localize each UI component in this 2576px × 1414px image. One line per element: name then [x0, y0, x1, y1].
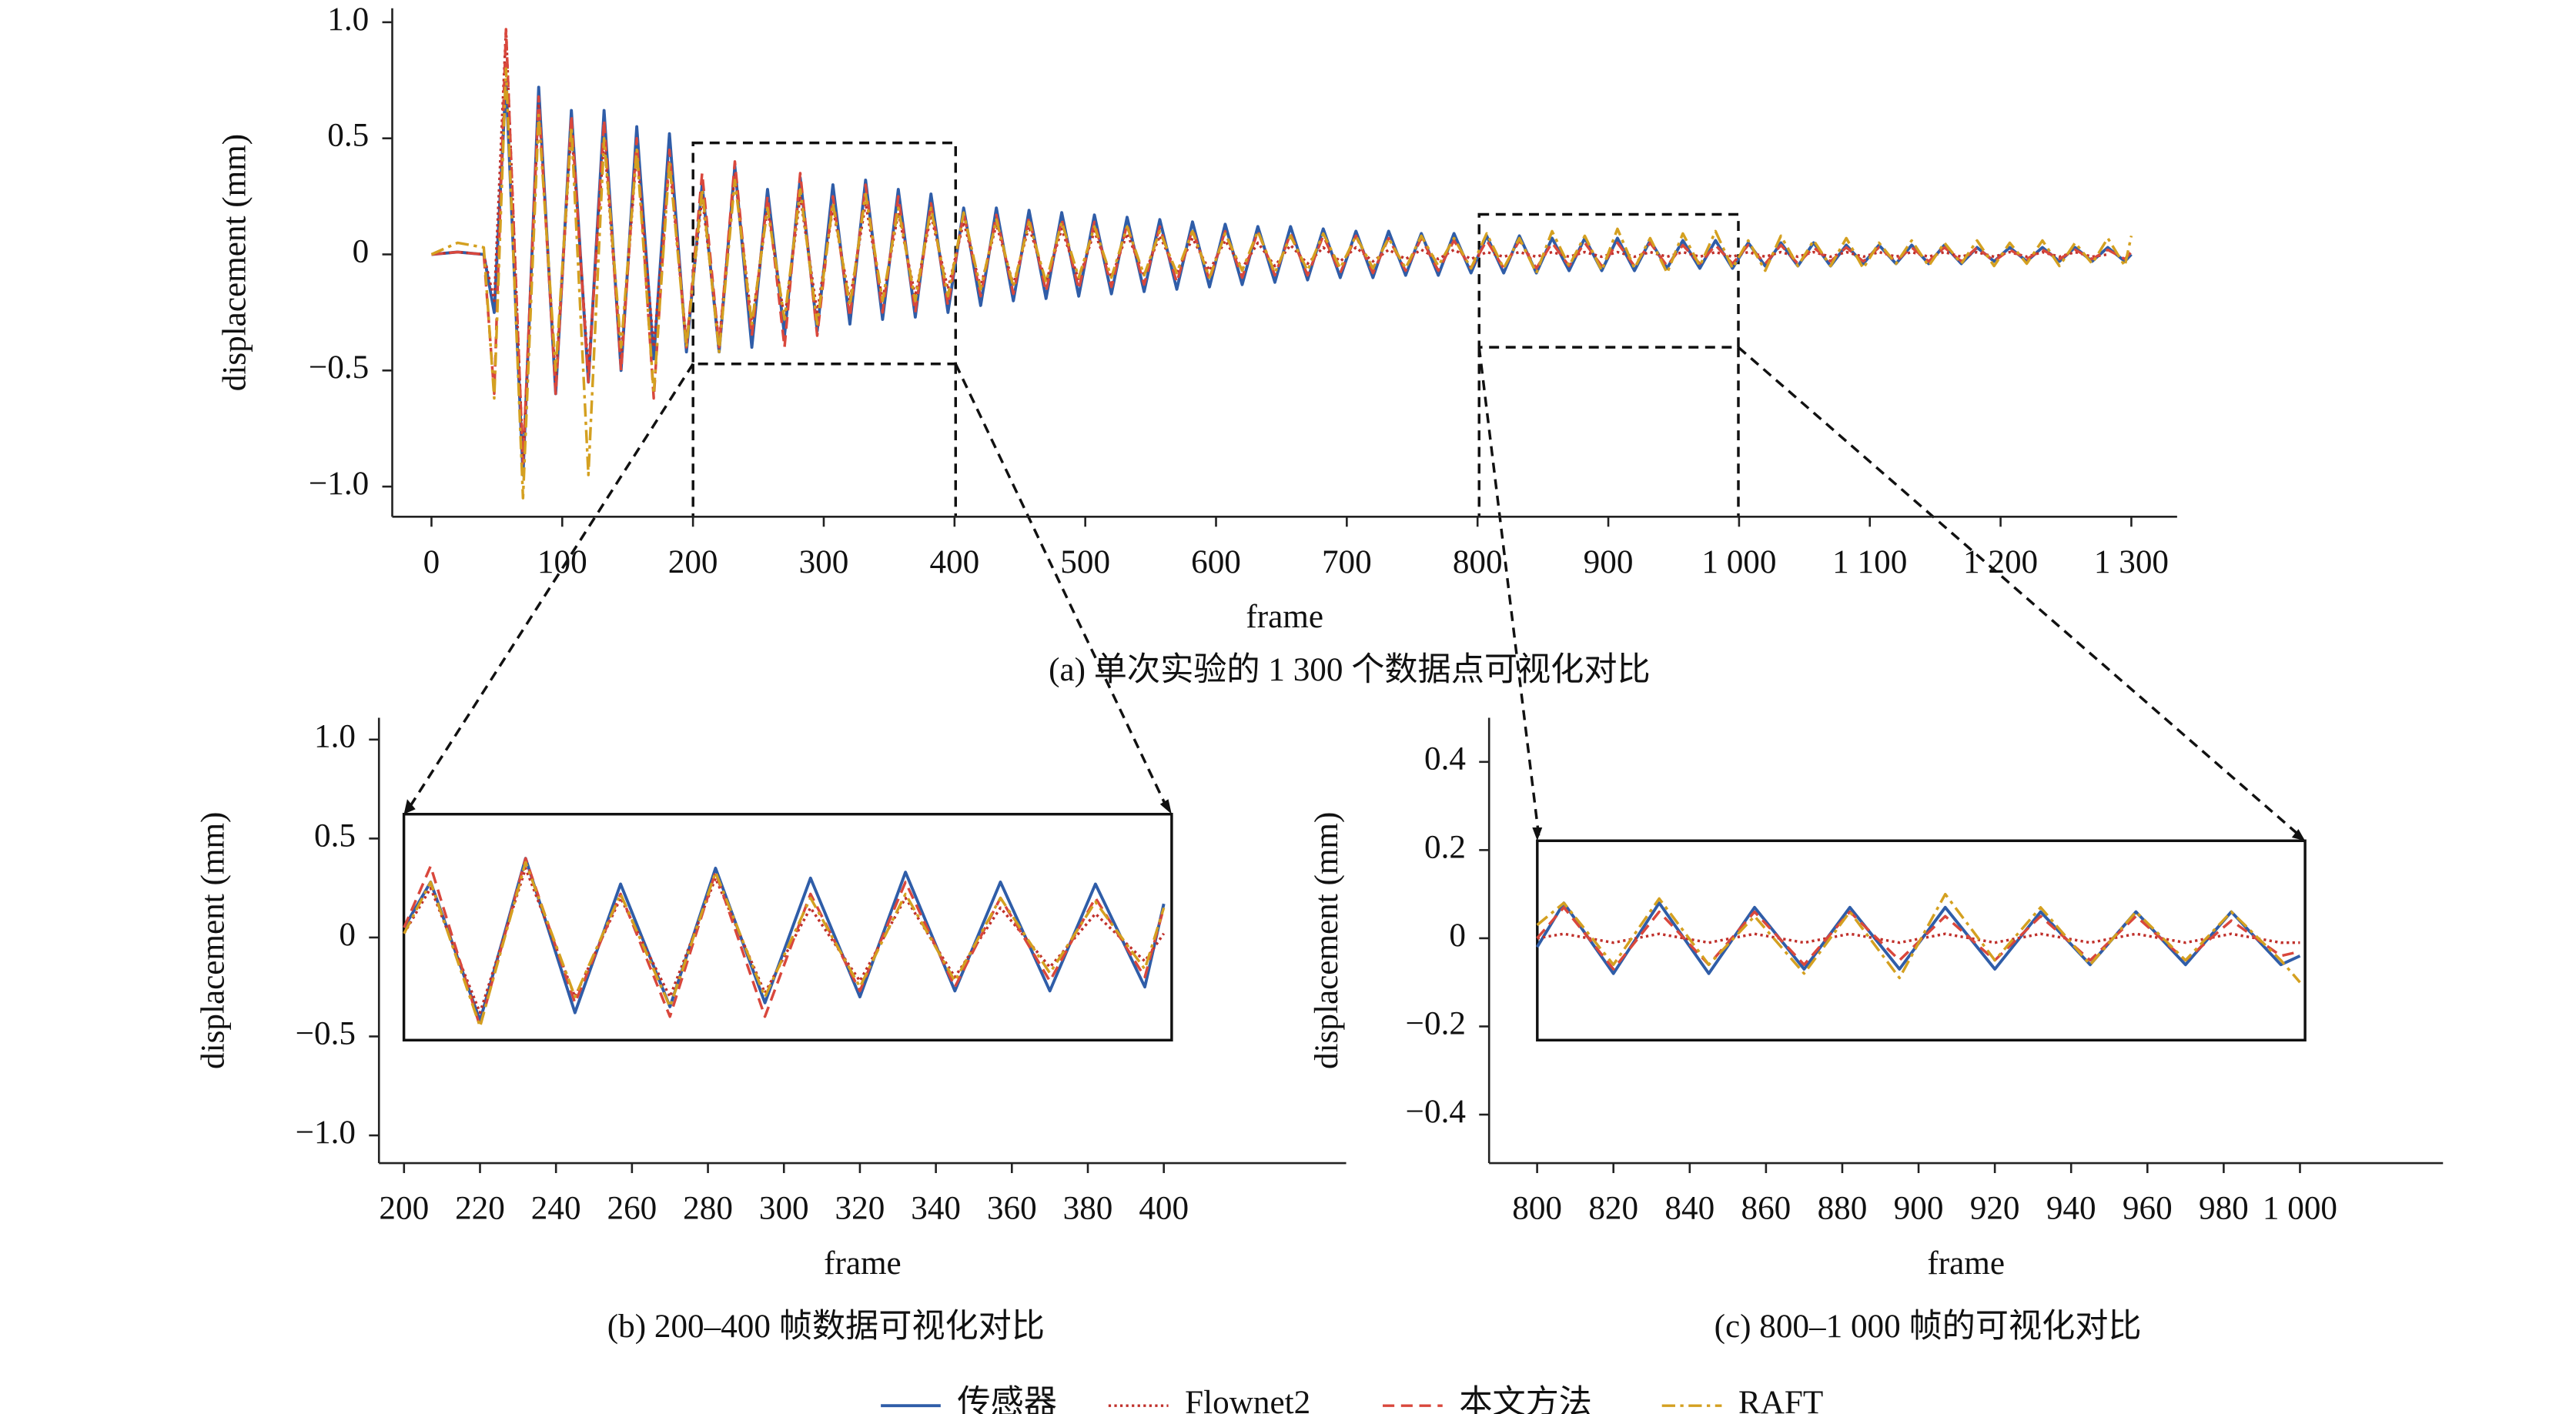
x-tick-label: 320: [835, 1191, 885, 1227]
y-tick-label: −0.4: [1406, 1094, 1466, 1130]
legend: 传感器 Flownet2 本文方法 RAFT: [881, 1384, 1823, 1414]
series-line: [403, 857, 1166, 1028]
x-tick-label: 980: [2199, 1191, 2249, 1227]
series-line: [1536, 892, 2301, 984]
zoom-box: [1477, 212, 1740, 349]
x-tick-label: 380: [1063, 1191, 1113, 1227]
x-tick-label: 0: [423, 544, 440, 580]
x-tick-label: 800: [1512, 1191, 1562, 1227]
caption: (b) 200–400 帧数据可视化对比: [607, 1309, 1045, 1345]
y-tick-label: −0.5: [309, 349, 369, 386]
x-tick-label: 700: [1322, 544, 1372, 580]
y-axis-label: displacement (mm): [196, 812, 232, 1069]
series-line: [431, 79, 2133, 476]
legend-label: RAFT: [1738, 1385, 1823, 1414]
x-tick-label: 500: [1060, 544, 1110, 580]
x-tick-label: 240: [531, 1191, 581, 1227]
caption: (c) 800–1 000 帧的可视化对比: [1715, 1309, 2142, 1345]
y-tick-label: −0.5: [296, 1015, 356, 1051]
y-tick-label: 0: [353, 233, 370, 269]
y-tick-label: 1.0: [314, 719, 356, 755]
y-tick-label: 0.2: [1424, 829, 1466, 865]
legend-label: Flownet2: [1185, 1385, 1310, 1414]
x-tick-label: 1 000: [1701, 544, 1776, 580]
x-tick-label: 920: [1970, 1191, 2020, 1227]
x-tick-label: 220: [455, 1191, 505, 1227]
y-axis-label: displacement (mm): [217, 134, 253, 391]
x-axis-label: frame: [1246, 599, 1323, 635]
legend-label: 本文方法: [1459, 1384, 1592, 1414]
x-tick-label: 200: [379, 1191, 429, 1227]
x-tick-label: 200: [668, 544, 718, 580]
x-tick-label: 400: [1139, 1191, 1189, 1227]
zoom-arrow: [406, 363, 694, 812]
series-line: [430, 67, 2133, 500]
x-tick-label: 840: [1664, 1191, 1715, 1227]
y-tick-label: −0.2: [1406, 1005, 1466, 1041]
series-line: [1535, 901, 2301, 975]
zoom-annotations: [402, 141, 2307, 1042]
legend-label: 传感器: [957, 1385, 1056, 1414]
x-tick-label: 1 100: [1832, 544, 1907, 580]
y-tick-label: 0.5: [327, 118, 369, 154]
series-line: [403, 857, 1166, 1022]
zoom-arrow: [954, 363, 1170, 812]
zoom-frame: [1536, 839, 2307, 1042]
y-tick-label: −1.0: [309, 466, 369, 502]
caption: (a) 单次实验的 1 300 个数据点可视化对比: [1049, 651, 1651, 688]
x-tick-label: 820: [1588, 1191, 1638, 1227]
y-tick-label: 1.0: [327, 2, 369, 38]
x-axis-label: frame: [824, 1245, 902, 1282]
series-line: [431, 28, 2109, 465]
chart: 1.0 0.5 0 −0.5 −1.0 0 100 200 300 400 500 600 700 800…: [217, 2, 2177, 688]
y-tick-label: 0.5: [314, 817, 356, 854]
x-tick-label: 300: [759, 1191, 809, 1227]
x-tick-label: 340: [911, 1191, 961, 1227]
y-axis-label: displacement (mm): [1309, 812, 1345, 1069]
x-tick-label: 100: [537, 544, 587, 580]
zoom-frame: [402, 813, 1173, 1042]
zoom-arrow: [1737, 346, 2303, 839]
arrow-head: [403, 799, 2306, 841]
x-axis-label: frame: [1927, 1245, 2005, 1282]
x-tick-label: 900: [1894, 1191, 1944, 1227]
x-tick-label: 280: [683, 1191, 733, 1227]
series-line: [403, 867, 1166, 1015]
x-tick-label: 360: [987, 1191, 1037, 1227]
y-tick-label: 0.4: [1424, 741, 1466, 777]
x-tick-label: 260: [607, 1191, 657, 1227]
x-tick-label: 400: [929, 544, 979, 580]
x-tick-label: 1 000: [2263, 1191, 2337, 1227]
x-tick-label: 300: [799, 544, 849, 580]
chart: 0.4 0.2 0 −0.2 −0.4 800 820 840 860 880 900 920 940 9…: [1309, 717, 2444, 1345]
y-tick-label: −1.0: [296, 1115, 356, 1151]
x-tick-label: 1 200: [1963, 544, 2038, 580]
x-tick-label: 1 300: [2094, 544, 2169, 580]
x-tick-label: 960: [2123, 1191, 2173, 1227]
x-tick-label: 860: [1741, 1191, 1791, 1227]
y-tick-label: 0: [1449, 918, 1466, 954]
x-tick-label: 800: [1453, 544, 1503, 580]
x-tick-label: 940: [2046, 1191, 2096, 1227]
series-line: [403, 861, 1166, 1028]
y-tick-label: 0: [339, 917, 356, 953]
x-tick-label: 600: [1191, 544, 1241, 580]
x-tick-label: 880: [1818, 1191, 1868, 1227]
x-tick-label: 900: [1584, 544, 1634, 580]
chart: 1.0 0.5 0 −0.5 −1.0 200 220 240 260 280 300 320 340 3…: [196, 717, 1347, 1345]
